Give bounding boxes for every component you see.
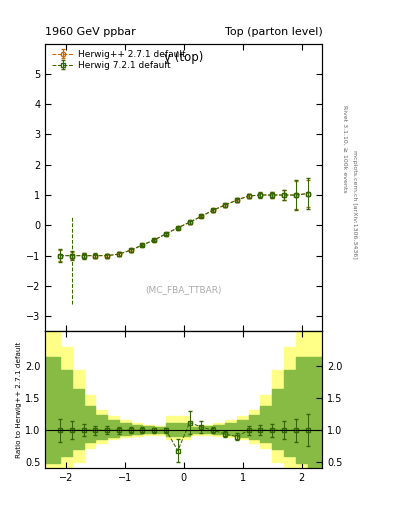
Text: mcplots.cern.ch [arXiv:1306.3436]: mcplots.cern.ch [arXiv:1306.3436] — [352, 151, 357, 259]
Text: (MC_FBA_TTBAR): (MC_FBA_TTBAR) — [145, 285, 222, 294]
Text: y (top): y (top) — [164, 51, 204, 63]
Y-axis label: Ratio to Herwig++ 2.7.1 default: Ratio to Herwig++ 2.7.1 default — [16, 342, 22, 458]
Text: Top (parton level): Top (parton level) — [224, 27, 322, 37]
Legend: Herwig++ 2.7.1 default, Herwig 7.2.1 default: Herwig++ 2.7.1 default, Herwig 7.2.1 def… — [50, 48, 187, 72]
Text: 1960 GeV ppbar: 1960 GeV ppbar — [45, 27, 136, 37]
Text: Rivet 3.1.10, ≥ 100k events: Rivet 3.1.10, ≥ 100k events — [342, 104, 347, 193]
